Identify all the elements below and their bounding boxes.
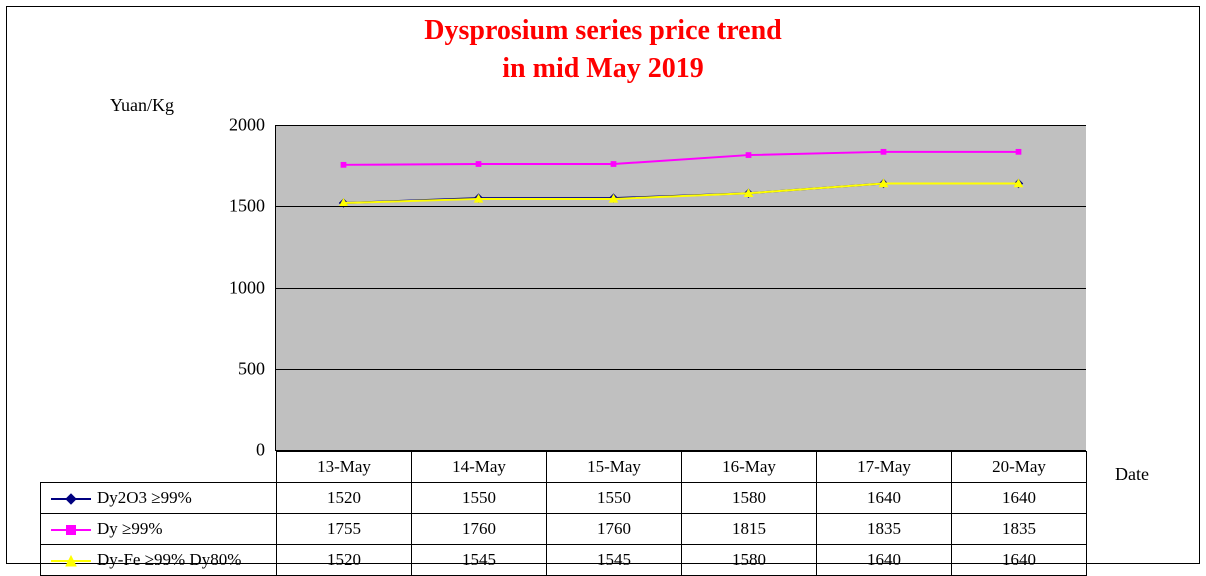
data-cell: 1640 xyxy=(952,483,1087,514)
y-tick-label: 500 xyxy=(165,358,265,379)
category-header: 15-May xyxy=(547,452,682,483)
x-axis-label: Date xyxy=(1115,464,1149,485)
category-header: 20-May xyxy=(952,452,1087,483)
category-header: 16-May xyxy=(682,452,817,483)
series-marker xyxy=(611,161,617,167)
title-line-2: in mid May 2019 xyxy=(502,53,703,84)
series-line xyxy=(344,184,1019,204)
data-cell: 1755 xyxy=(277,514,412,545)
y-tick-label: 2000 xyxy=(165,115,265,136)
data-cell: 1835 xyxy=(952,514,1087,545)
table-row: Dy2O3 ≥99%152015501550158016401640 xyxy=(41,483,1087,514)
y-tick-label: 0 xyxy=(165,440,265,461)
data-cell: 1545 xyxy=(547,545,682,576)
plot-area xyxy=(275,125,1086,451)
data-cell: 1580 xyxy=(682,483,817,514)
data-cell: 1815 xyxy=(682,514,817,545)
data-cell: 1545 xyxy=(412,545,547,576)
series-name: Dy-Fe ≥99% Dy80% xyxy=(97,551,241,570)
series-marker xyxy=(476,161,482,167)
data-cell: 1640 xyxy=(817,545,952,576)
data-cell: 1760 xyxy=(412,514,547,545)
title-line-1: Dysprosium series price trend xyxy=(424,15,782,46)
y-tick-label: 1000 xyxy=(165,277,265,298)
series-marker xyxy=(881,149,887,155)
category-header: 17-May xyxy=(817,452,952,483)
series-marker xyxy=(341,162,347,168)
category-header: 13-May xyxy=(277,452,412,483)
data-cell: 1835 xyxy=(817,514,952,545)
y-axis-label: Yuan/Kg xyxy=(110,95,174,116)
legend-marker-icon xyxy=(51,492,91,506)
gridline xyxy=(276,369,1086,370)
table-row: Dy ≥99%175517601760181518351835 xyxy=(41,514,1087,545)
category-header: 14-May xyxy=(412,452,547,483)
data-cell: 1640 xyxy=(817,483,952,514)
data-table-wrap: 13-May14-May15-May16-May17-May20-May Dy2O… xyxy=(40,451,1086,576)
gridline xyxy=(276,125,1086,126)
series-marker xyxy=(746,152,752,158)
data-cell: 1550 xyxy=(547,483,682,514)
series-line xyxy=(344,152,1019,165)
series-legend-cell: Dy ≥99% xyxy=(41,514,277,545)
data-cell: 1760 xyxy=(547,514,682,545)
gridline xyxy=(276,288,1086,289)
series-legend-cell: Dy-Fe ≥99% Dy80% xyxy=(41,545,277,576)
legend-marker-icon xyxy=(51,554,91,568)
series-name: Dy ≥99% xyxy=(97,520,163,539)
gridline xyxy=(276,206,1086,207)
chart-title: Dysprosium series price trend in mid May… xyxy=(0,12,1206,88)
data-table: 13-May14-May15-May16-May17-May20-May Dy2O… xyxy=(40,451,1087,576)
y-tick-label: 1500 xyxy=(165,196,265,217)
legend-marker-icon xyxy=(51,523,91,537)
data-cell: 1640 xyxy=(952,545,1087,576)
data-cell: 1550 xyxy=(412,483,547,514)
data-cell: 1520 xyxy=(277,545,412,576)
data-cell: 1580 xyxy=(682,545,817,576)
series-legend-cell: Dy2O3 ≥99% xyxy=(41,483,277,514)
table-row: Dy-Fe ≥99% Dy80%152015451545158016401640 xyxy=(41,545,1087,576)
series-marker xyxy=(1016,149,1022,155)
data-cell: 1520 xyxy=(277,483,412,514)
series-name: Dy2O3 ≥99% xyxy=(97,489,192,508)
